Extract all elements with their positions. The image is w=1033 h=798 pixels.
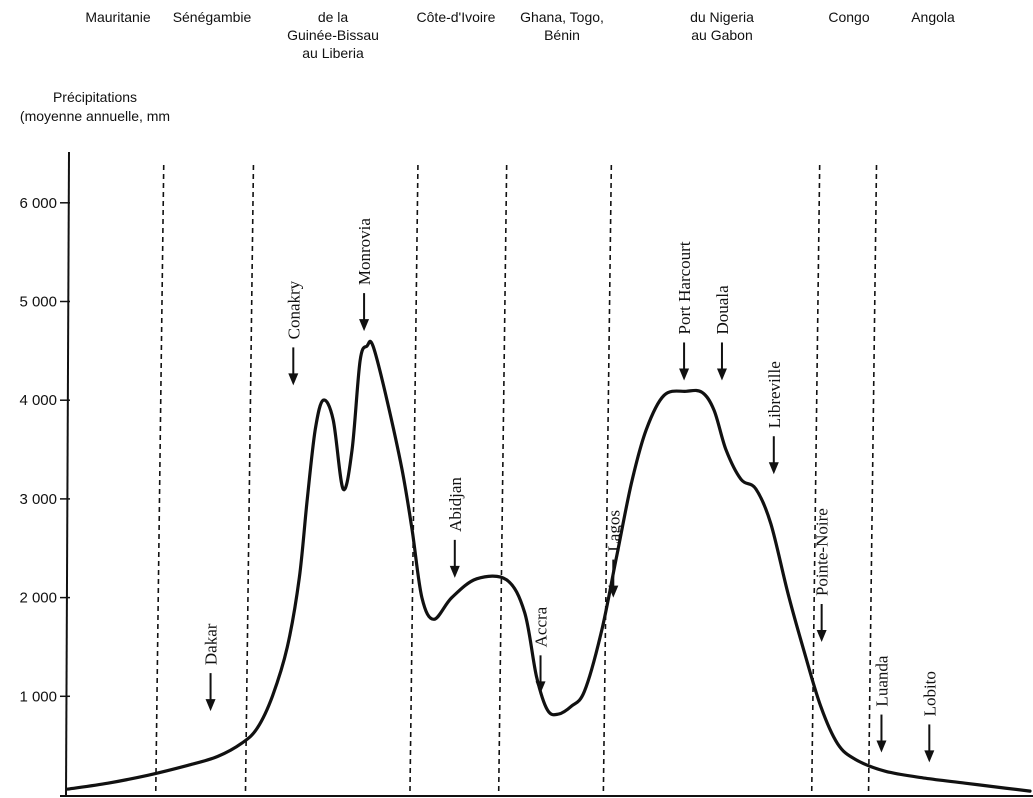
city-arrowhead xyxy=(876,740,887,753)
region-label-line: Côte-d'Ivoire xyxy=(417,9,496,25)
city-label: Conakry xyxy=(284,280,303,339)
city-annotation: Conakry xyxy=(284,280,303,386)
city-annotation: Douala xyxy=(713,285,732,381)
region-label: Congo xyxy=(828,9,869,25)
city-annotation: Accra xyxy=(532,606,551,694)
region-boundary xyxy=(409,164,419,796)
city-label: Abidjan xyxy=(446,477,465,532)
city-annotation: Dakar xyxy=(202,623,221,712)
city-label: Douala xyxy=(713,285,732,335)
city-arrowhead xyxy=(535,681,546,694)
y-tick-label: 6 000 xyxy=(19,195,57,212)
region-label-line: Mauritanie xyxy=(85,9,151,25)
y-axis-label: Précipitations (moyenne annuelle, mm xyxy=(20,89,170,124)
city-label: Luanda xyxy=(872,655,891,706)
rainfall-line xyxy=(66,339,1032,793)
region-label-line: Congo xyxy=(828,9,869,25)
region-label: Mauritanie xyxy=(85,9,151,25)
region-label-line: Ghana, Togo, xyxy=(520,9,604,25)
y-tick-label: 5 000 xyxy=(19,294,57,311)
region-label-line: Sénégambie xyxy=(173,9,252,25)
city-label: Monrovia xyxy=(355,218,374,286)
city-arrowhead xyxy=(816,630,827,643)
city-arrowhead xyxy=(608,585,619,598)
city-label: Lagos xyxy=(604,510,623,552)
region-label: Ghana, Togo, Bénin xyxy=(520,9,604,43)
region-label-line: Angola xyxy=(911,9,955,25)
city-label: Accra xyxy=(532,606,551,647)
y-tick-label: 2 000 xyxy=(19,590,57,607)
region-labels: Mauritanie Sénégambie de la Guinée-Bissau au… xyxy=(85,9,955,61)
city-arrowhead xyxy=(924,750,935,763)
region-label-line: de la xyxy=(318,9,349,25)
region-label-line: Bénin xyxy=(544,27,580,43)
city-arrowhead xyxy=(449,565,460,578)
city-annotation: Luanda xyxy=(872,655,891,753)
city-label: Dakar xyxy=(202,623,221,665)
city-arrowhead xyxy=(359,319,370,332)
y-axis-label-line1: Précipitations xyxy=(53,89,137,105)
region-label-line: du Nigeria xyxy=(690,9,754,25)
region-boundary xyxy=(602,164,613,796)
city-arrowhead xyxy=(205,699,216,712)
series-group xyxy=(66,339,1032,793)
city-annotation: Lobito xyxy=(920,671,939,763)
region-label: de la Guinée-Bissau au Liberia xyxy=(287,9,379,61)
region-boundaries xyxy=(154,164,878,796)
region-boundary xyxy=(497,164,508,796)
city-arrowhead xyxy=(716,368,727,381)
city-label: Libreville xyxy=(765,361,784,428)
city-annotations: Dakar Conakry Monrovia Abidjan Accra Lagos Por… xyxy=(202,218,939,763)
y-axis-line xyxy=(65,151,70,797)
city-label: Port Harcourt xyxy=(675,241,694,334)
y-tick-label: 3 000 xyxy=(19,491,57,508)
region-label: Angola xyxy=(911,9,955,25)
city-annotation: Abidjan xyxy=(446,477,465,578)
city-arrowhead xyxy=(679,368,690,381)
region-boundary xyxy=(867,164,878,796)
region-label: du Nigeria au Gabon xyxy=(690,9,754,43)
region-label: Côte-d'Ivoire xyxy=(417,9,496,25)
city-annotation: Monrovia xyxy=(355,218,374,332)
city-arrowhead xyxy=(288,373,299,386)
region-label-line: au Gabon xyxy=(691,27,753,43)
y-tick-label: 1 000 xyxy=(19,688,57,705)
region-boundary xyxy=(244,164,255,796)
region-label: Sénégambie xyxy=(173,9,252,25)
city-annotation: Pointe-Noire xyxy=(813,508,832,643)
region-boundary xyxy=(154,164,165,796)
city-label: Lobito xyxy=(920,671,939,716)
city-annotation: Lagos xyxy=(604,510,623,598)
y-axis-label-line2: (moyenne annuelle, mm xyxy=(20,108,170,124)
y-tick-label: 4 000 xyxy=(19,392,57,409)
city-annotation: Libreville xyxy=(765,361,784,475)
city-arrowhead xyxy=(768,462,779,475)
city-annotation: Port Harcourt xyxy=(675,241,694,381)
city-label: Pointe-Noire xyxy=(813,508,832,596)
region-label-line: au Liberia xyxy=(302,45,364,61)
axes: 1 000 2 000 3 000 4 000 5 000 6 000 xyxy=(19,151,1033,797)
region-label-line: Guinée-Bissau xyxy=(287,27,379,43)
region-boundary xyxy=(810,164,821,796)
